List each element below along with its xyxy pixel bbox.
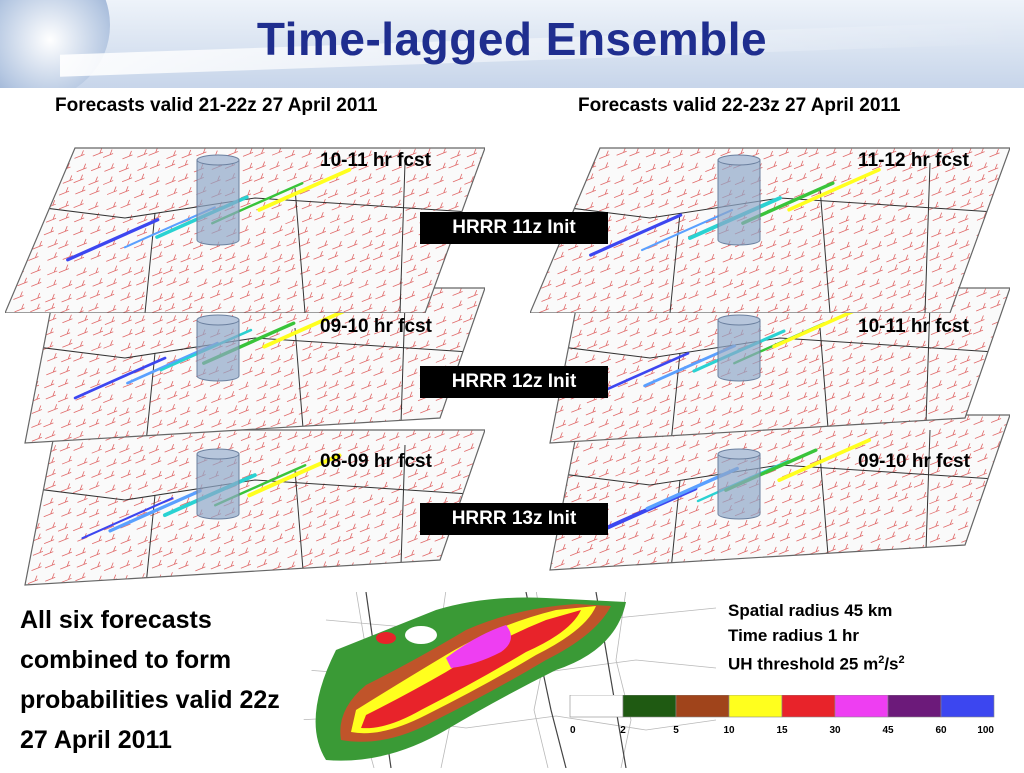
colorbar-swatch-6 — [887, 694, 942, 718]
colorbar-tick-5: 30 — [829, 725, 841, 736]
map-panel-right-12z — [530, 283, 1010, 453]
combined-description: All six forecasts combined to form proba… — [20, 606, 280, 754]
colorbar-swatch-0 — [569, 694, 624, 718]
colorbar-tick-1: 2 — [620, 725, 626, 736]
param-uh-exp2: 2 — [898, 654, 905, 666]
fcst-label-left-12z: 09-10 hr fcst — [320, 316, 432, 337]
cylinder-left-12z — [196, 314, 240, 382]
fcst-label-right-11z: 11-12 hr fcst — [858, 150, 969, 171]
param-time: Time radius 1 hr — [728, 626, 860, 645]
colorbar-tick-0: 0 — [570, 725, 576, 736]
cylinder-right-11z — [717, 154, 761, 246]
param-uh: UH threshold 25 m2/s2 — [728, 648, 905, 677]
colorbar-swatch-1 — [622, 694, 677, 718]
map-panel-right-13z — [530, 410, 1010, 580]
column-header-right: Forecasts valid 22-23z 27 April 2011 — [578, 95, 901, 116]
slide-title: Time-lagged Ensemble — [256, 13, 768, 65]
cylinder-left-13z — [196, 448, 240, 520]
colorbar-swatch-3 — [728, 694, 783, 718]
map-panel-left-12z — [5, 283, 485, 453]
parameters-block: Spatial radius 45 km Time radius 1 hr UH… — [728, 598, 905, 677]
column-header-left: Forecasts valid 21-22z 27 April 2011 — [55, 95, 378, 116]
probability-colorbar: 0 2 5 10 15 30 45 60 100 — [568, 694, 998, 740]
fcst-label-left-11z: 10-11 hr fcst — [320, 150, 431, 171]
cylinder-right-13z — [717, 448, 761, 520]
init-label-12z: HRRR 12z Init — [420, 366, 608, 398]
colorbar-swatch-5 — [834, 694, 889, 718]
fcst-label-right-12z: 10-11 hr fcst — [858, 316, 969, 337]
param-uh-mid: /s — [884, 654, 899, 674]
param-uh-exp1: 2 — [878, 654, 885, 666]
colorbar-swatch-2 — [675, 694, 730, 718]
prob-hole — [405, 626, 437, 644]
fcst-label-left-13z: 08-09 hr fcst — [320, 451, 432, 472]
colorbar-swatch-4 — [781, 694, 836, 718]
colorbar-tick-4: 15 — [776, 725, 788, 736]
cylinder-right-12z — [717, 314, 761, 382]
init-label-13z: HRRR 13z Init — [420, 503, 608, 535]
map-panel-left-13z — [5, 425, 485, 595]
param-spatial: Spatial radius 45 km — [728, 601, 893, 620]
prob-red-spot — [376, 632, 396, 644]
map-panel-left-11z — [5, 143, 485, 313]
colorbar-tick-3: 10 — [723, 725, 735, 736]
colorbar-tick-2: 5 — [673, 725, 679, 736]
combined-probability-map — [296, 590, 716, 768]
colorbar-tick-7: 60 — [935, 725, 947, 736]
prob-red — [361, 610, 581, 729]
colorbar-tick-6: 45 — [882, 725, 894, 736]
prob-magenta — [446, 625, 511, 668]
colorbar-tick-8: 100 — [977, 725, 994, 736]
init-label-11z: HRRR 11z Init — [420, 212, 608, 244]
slide-header: Time-lagged Ensemble — [0, 0, 1024, 88]
colorbar-swatch-7 — [940, 694, 995, 718]
cylinder-left-11z — [196, 154, 240, 246]
param-uh-text: UH threshold 25 m — [728, 654, 879, 674]
fcst-label-right-13z: 09-10 hr fcst — [858, 451, 970, 472]
